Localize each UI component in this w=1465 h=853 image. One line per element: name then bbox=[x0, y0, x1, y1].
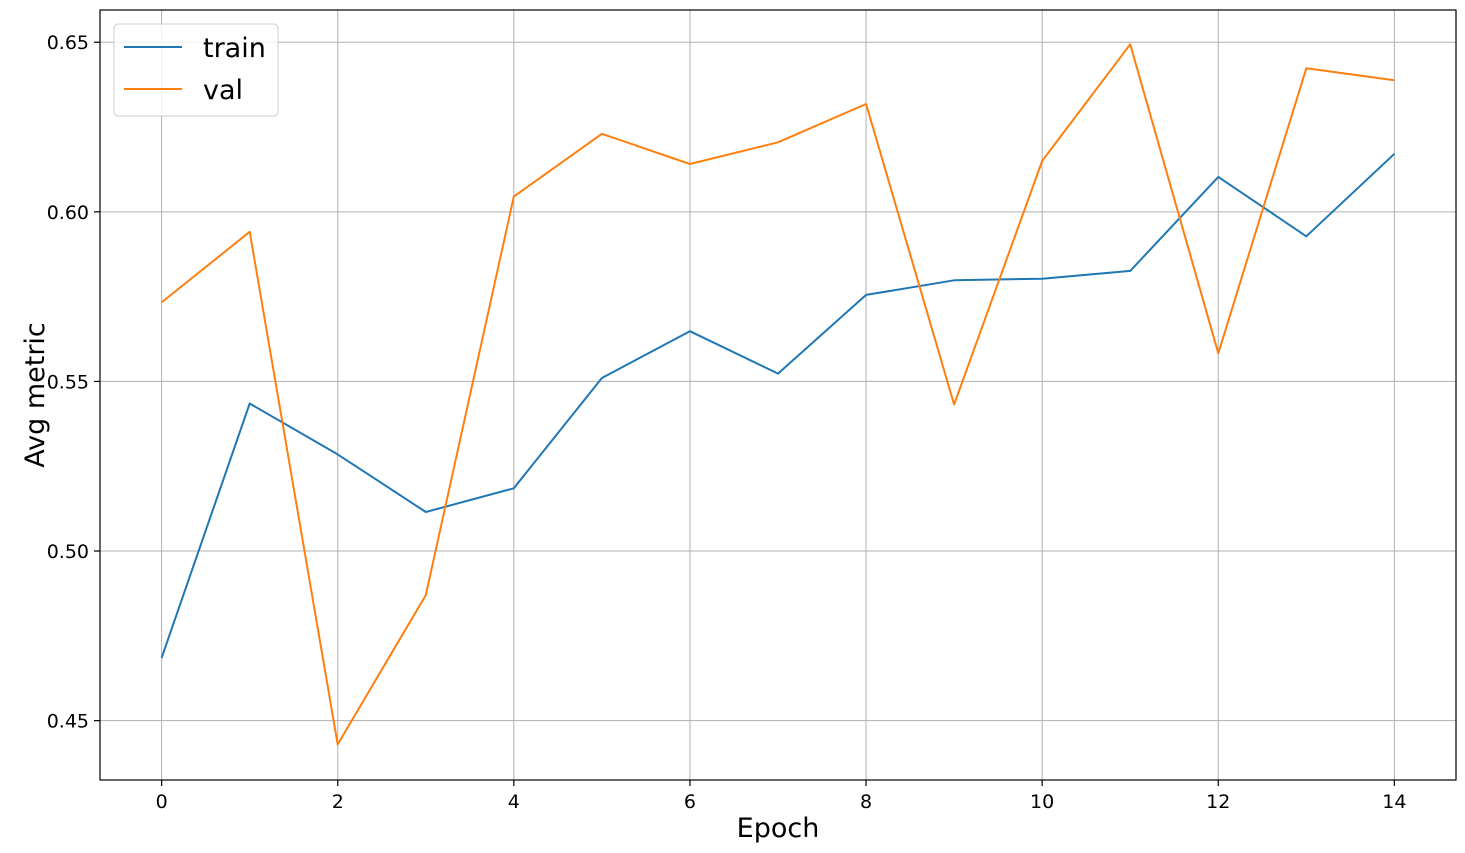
series-line-val bbox=[160, 43, 1395, 746]
x-axis: 0 2 4 6 8 10 12 14 bbox=[156, 780, 1406, 813]
x-tick-label: 10 bbox=[1030, 791, 1054, 813]
y-axis-label: Avg metric bbox=[20, 322, 51, 468]
legend-label-train: train bbox=[203, 33, 266, 64]
plot-frame bbox=[99, 9, 1457, 781]
x-tick-label: 2 bbox=[332, 791, 344, 813]
series-line-train bbox=[160, 153, 1396, 659]
x-axis-label: Epoch bbox=[737, 813, 820, 844]
legend-label-val: val bbox=[203, 75, 243, 106]
y-tick-label: 0.45 bbox=[47, 711, 89, 733]
x-tick-label: 0 bbox=[156, 791, 168, 813]
x-tick-label: 6 bbox=[684, 791, 696, 813]
y-tick-label: 0.60 bbox=[47, 202, 89, 224]
x-tick-label: 4 bbox=[508, 791, 520, 813]
x-tick-label: 14 bbox=[1382, 791, 1406, 813]
legend: train val bbox=[113, 23, 279, 117]
y-tick-label: 0.65 bbox=[47, 32, 89, 54]
grid-lines bbox=[100, 10, 1456, 780]
y-tick-label: 0.50 bbox=[47, 541, 89, 563]
y-axis: 0.45 0.50 0.55 0.60 0.65 bbox=[47, 32, 100, 733]
x-tick-label: 12 bbox=[1206, 791, 1230, 813]
x-tick-label: 8 bbox=[860, 791, 872, 813]
series-lines bbox=[160, 43, 1396, 746]
y-tick-label: 0.55 bbox=[47, 371, 89, 393]
